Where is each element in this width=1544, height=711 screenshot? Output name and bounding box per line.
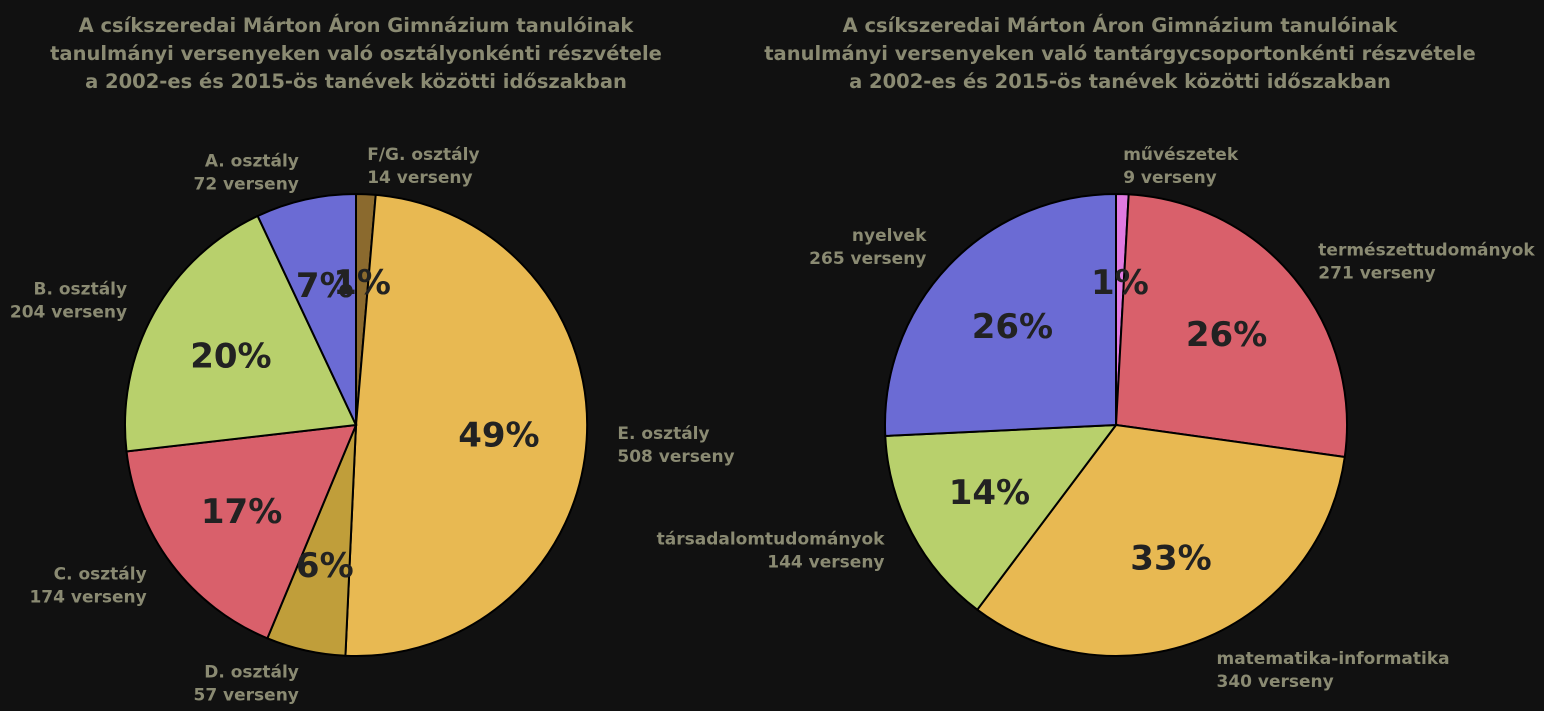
slice-label-matematika-informatika: matematika-informatika 340 verseny: [1217, 649, 1450, 692]
pie-slice-e-osztaly: [344, 193, 589, 658]
slice-label-tarsadalomtudomanyok: társadalomtudományok 144 verseny: [657, 530, 886, 573]
slice-percent-f-g-osztaly: 1%: [333, 263, 391, 303]
slice-name: D. osztály: [204, 663, 299, 683]
slice-value: 174 verseny: [29, 588, 146, 608]
slice-value: 144 verseny: [767, 553, 884, 573]
slice-label-termeszettudomanyok: természettudományok 271 verseny: [1318, 241, 1535, 284]
slice-percent-nyelvek: 26%: [972, 307, 1053, 347]
slice-name: művészetek: [1123, 145, 1239, 165]
slice-value: 204 verseny: [10, 303, 127, 323]
slice-value: 9 verseny: [1123, 168, 1217, 188]
slice-outer-labels: F/G. osztály 14 verseny E. osztály 508 vers…: [10, 145, 735, 706]
slice-label-d-osztaly: D. osztály 57 verseny: [193, 663, 298, 706]
slice-percent-b-osztaly: 20%: [190, 336, 271, 376]
pie-slice-b-osztaly: [124, 214, 358, 453]
slice-percent-termeszettudomanyok: 26%: [1186, 315, 1267, 355]
slice-value: 508 verseny: [617, 447, 734, 467]
slice-label-c-osztaly: C. osztály 174 verseny: [29, 565, 146, 608]
chart-title-line: A csíkszeredai Márton Áron Gimnázium tan…: [79, 14, 635, 37]
slice-label-a-osztaly: A. osztály 72 verseny: [193, 151, 298, 194]
slice-value: 14 verseny: [367, 168, 472, 188]
chart-title-line: a 2002-es és 2015-ös tanévek közötti idő…: [85, 70, 627, 93]
slice-name: matematika-informatika: [1217, 649, 1450, 669]
slice-name: C. osztály: [54, 565, 147, 585]
chart-title-line: a 2002-es és 2015-ös tanévek közötti idő…: [849, 70, 1391, 93]
pie-slices: [124, 192, 589, 658]
slice-label-e-osztaly: E. osztály 508 verseny: [617, 424, 734, 467]
pie-slices: [884, 192, 1348, 657]
pie-slice-termeszettudomanyok: [1114, 193, 1348, 459]
slice-percent-e-osztaly: 49%: [458, 415, 539, 455]
slice-label-f-g-osztaly: F/G. osztály 14 verseny: [367, 145, 479, 188]
pie-slice-c-osztaly: [125, 423, 358, 640]
pie-slice-matematika-informatika: [975, 423, 1346, 657]
slice-value: 72 verseny: [193, 174, 298, 194]
slice-name: társadalomtudományok: [657, 530, 886, 550]
slice-percent-labels: 1% 49% 6% 17% 20% 7%: [190, 263, 539, 586]
slice-percent-tarsadalomtudomanyok: 14%: [949, 473, 1030, 513]
class-participation-pie-chart: A csíkszeredai Márton Áron Gimnázium tan…: [10, 14, 735, 706]
slice-percent-c-osztaly: 17%: [201, 492, 282, 532]
slice-percent-muveszetek: 1%: [1091, 263, 1149, 303]
slice-name: B. osztály: [34, 280, 128, 300]
slice-percent-d-osztaly: 6%: [296, 546, 354, 586]
slice-label-nyelvek: nyelvek 265 verseny: [809, 226, 927, 269]
pie-slice-nyelvek: [884, 192, 1117, 437]
pie-slice-a-osztaly: [256, 192, 357, 426]
slice-label-muveszetek: művészetek 9 verseny: [1123, 145, 1239, 188]
slice-name: E. osztály: [617, 424, 709, 444]
slice-percent-matematika-informatika: 33%: [1130, 538, 1211, 578]
slice-value: 340 verseny: [1217, 672, 1334, 692]
chart-title-line: tanulmányi versenyeken való tantárgycsop…: [764, 42, 1476, 65]
slice-value: 265 verseny: [809, 249, 926, 269]
slice-label-b-osztaly: B. osztály 204 verseny: [10, 280, 127, 323]
slice-value: 57 verseny: [193, 686, 298, 706]
chart-title-line: A csíkszeredai Márton Áron Gimnázium tan…: [843, 14, 1399, 37]
slice-name: F/G. osztály: [367, 145, 479, 165]
slice-name: természettudományok: [1318, 241, 1535, 261]
pie-slice-tarsadalomtudomanyok: [884, 423, 1119, 612]
slice-name: A. osztály: [205, 151, 299, 171]
subject-group-participation-pie-chart: A csíkszeredai Márton Áron Gimnázium tan…: [657, 14, 1536, 692]
slice-value: 271 verseny: [1318, 264, 1435, 284]
slice-outer-labels: művészetek 9 verseny természettudományok 27…: [657, 145, 1536, 692]
slice-percent-labels: 1% 26% 33% 14% 26%: [949, 263, 1268, 579]
chart-title-line: tanulmányi versenyeken való osztályonkén…: [50, 42, 662, 65]
slice-name: nyelvek: [852, 226, 927, 246]
slice-percent-a-osztaly: 7%: [296, 266, 354, 306]
